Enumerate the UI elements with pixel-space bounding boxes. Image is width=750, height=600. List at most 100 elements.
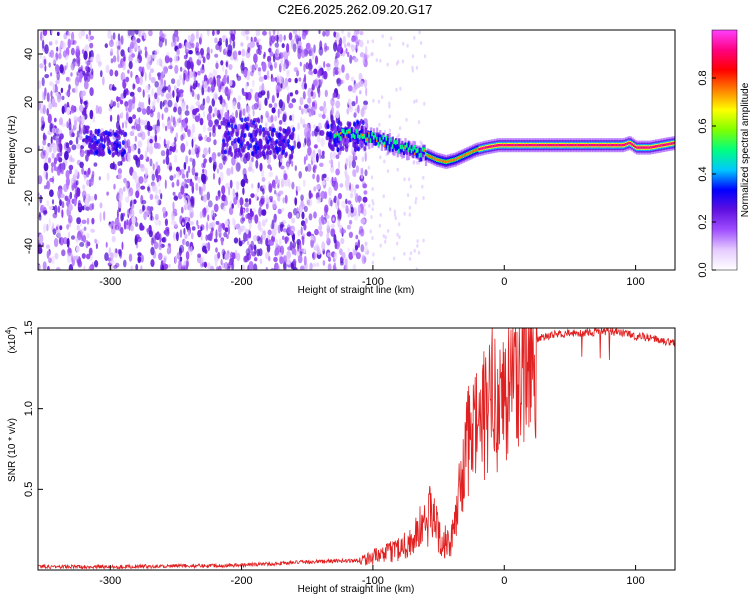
spectrogram-cell bbox=[640, 146, 644, 149]
spectrogram-cell bbox=[346, 42, 351, 47]
spectrogram-cell bbox=[277, 132, 281, 138]
spectrogram-cell bbox=[364, 150, 367, 160]
spectrogram-cell bbox=[183, 227, 186, 235]
spectrogram-cell bbox=[551, 143, 554, 147]
spectrogram-cell bbox=[321, 180, 326, 186]
spectrogram-cell bbox=[267, 229, 272, 236]
spectrogram-cell bbox=[398, 148, 401, 154]
spectrogram-cell bbox=[278, 53, 282, 60]
spectrogram-cell bbox=[60, 40, 65, 49]
spectrogram-cell bbox=[195, 182, 199, 191]
spectrogram-cell bbox=[648, 146, 651, 149]
spectrogram-cell bbox=[76, 230, 82, 241]
spectrogram-cell bbox=[350, 192, 354, 199]
spectrogram-cell bbox=[102, 76, 105, 86]
spectrogram-cell bbox=[163, 66, 167, 72]
spectrogram-cell bbox=[462, 154, 465, 157]
spectrogram-cell bbox=[252, 120, 256, 126]
spectrogram-cell bbox=[68, 164, 74, 171]
spectrogram-cell bbox=[120, 35, 124, 45]
spectrogram-cell bbox=[100, 136, 104, 142]
spectrogram-cell bbox=[94, 193, 98, 201]
spectrogram-cell bbox=[408, 205, 412, 210]
spectrogram-cell bbox=[312, 155, 317, 164]
spectrogram-cell bbox=[263, 74, 268, 80]
spectrogram-cell bbox=[310, 91, 314, 97]
spectrogram-cell bbox=[396, 139, 399, 145]
spectrogram-cell bbox=[140, 164, 146, 172]
spectrogram-cell bbox=[547, 143, 551, 147]
spectrogram-cell bbox=[296, 185, 301, 192]
spectrogram-cell bbox=[246, 35, 249, 41]
spectrogram-cell bbox=[189, 70, 194, 79]
spectrogram-cell bbox=[158, 136, 161, 141]
spectrogram-cell bbox=[389, 207, 392, 212]
spectrogram-cell bbox=[122, 186, 126, 192]
spectrogram-cell bbox=[241, 48, 246, 57]
spectrogram-cell bbox=[187, 129, 191, 138]
spectrogram-cell bbox=[86, 149, 90, 155]
spectrogram-cell bbox=[363, 201, 366, 208]
spectrogram-cell bbox=[76, 71, 79, 76]
spectrogram-cell bbox=[191, 166, 196, 176]
spectrogram-cell bbox=[286, 69, 290, 74]
spectrogram-cell bbox=[316, 153, 319, 163]
spectrogram-cell bbox=[348, 103, 354, 113]
spectrogram-cell bbox=[86, 217, 90, 225]
spectrogram-cell bbox=[394, 216, 397, 221]
spectrogram-cell bbox=[219, 171, 224, 182]
spectrogram-cell bbox=[297, 122, 301, 131]
spectrogram-cell bbox=[206, 136, 212, 143]
spectrogram-cell bbox=[379, 155, 382, 160]
spectrogram-cell bbox=[202, 168, 205, 174]
spectrogram-cell bbox=[337, 192, 342, 200]
spectrogram-cell bbox=[354, 187, 357, 198]
snr-x-tick-label: -200 bbox=[231, 575, 253, 587]
spectrogram-cell bbox=[305, 42, 311, 50]
spectrogram-cell bbox=[255, 193, 258, 201]
spectrogram-y-tick-label: 0 bbox=[23, 147, 35, 153]
spectrogram-cell bbox=[226, 167, 232, 176]
spectrogram-cell bbox=[212, 69, 218, 77]
spectrogram-cell bbox=[137, 148, 141, 155]
spectrogram-cell bbox=[429, 155, 432, 158]
spectrogram-cell bbox=[368, 203, 371, 208]
spectrogram-cell bbox=[346, 129, 349, 135]
spectrogram-cell bbox=[306, 163, 312, 172]
spectrogram-cell bbox=[229, 131, 233, 136]
spectrogram-cell bbox=[43, 223, 47, 234]
spectrogram-cell bbox=[314, 55, 319, 65]
spectrogram-cell bbox=[117, 172, 122, 180]
spectrogram-cell bbox=[609, 143, 612, 147]
spectrogram-cell bbox=[313, 144, 318, 149]
spectrogram-cell bbox=[94, 129, 98, 135]
spectrogram-cell bbox=[344, 178, 350, 189]
spectrogram-cell bbox=[243, 68, 248, 78]
spectrogram-cell bbox=[135, 157, 141, 168]
spectrogram-cell bbox=[253, 134, 257, 140]
spectrogram-cell bbox=[90, 177, 94, 186]
spectrogram-cell bbox=[183, 240, 186, 245]
spectrogram-cell bbox=[225, 61, 228, 67]
spectrogram-cell bbox=[289, 230, 294, 236]
spectrogram-cell bbox=[281, 144, 285, 150]
spectrogram-cell bbox=[150, 170, 156, 177]
spectrogram-cell bbox=[97, 148, 101, 154]
spectrogram-cell bbox=[189, 157, 193, 162]
spectrogram-cell bbox=[106, 191, 109, 196]
spectrogram-cell bbox=[576, 143, 579, 147]
spectrogram-cell bbox=[361, 156, 364, 163]
spectrogram-cell bbox=[113, 143, 117, 149]
spectrogram-cell bbox=[160, 150, 166, 157]
spectrogram-cell bbox=[222, 206, 226, 212]
spectrogram-cell bbox=[505, 143, 508, 147]
spectrogram-cell bbox=[388, 43, 391, 47]
spectrogram-cell bbox=[190, 33, 195, 43]
spectrogram-cell bbox=[47, 265, 50, 270]
spectrogram-cell bbox=[245, 207, 249, 213]
spectrogram-cell bbox=[341, 200, 346, 209]
spectrogram-cell bbox=[113, 132, 117, 138]
spectrogram-cell bbox=[168, 162, 172, 172]
spectrogram-cell bbox=[318, 46, 324, 56]
spectrogram-cell bbox=[350, 76, 355, 82]
